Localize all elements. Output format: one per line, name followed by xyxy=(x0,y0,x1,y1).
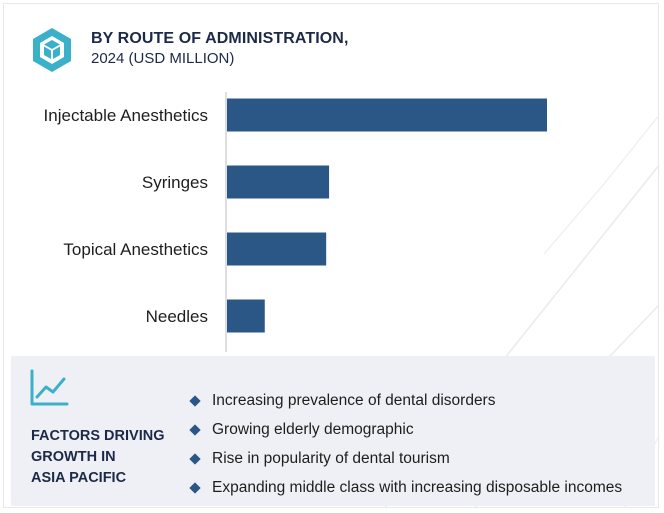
bar xyxy=(227,232,327,266)
category-label: Syringes xyxy=(142,173,208,192)
factors-panel: FACTORS DRIVING GROWTH IN ASIA PACIFIC I… xyxy=(11,356,655,506)
factor-text: Growing elderly demographic xyxy=(212,420,414,438)
factor-text: Rise in popularity of dental tourism xyxy=(212,449,450,467)
factor-text: Expanding middle class with increasing d… xyxy=(212,478,623,496)
factor-item: Growing elderly demographic xyxy=(189,415,622,444)
bar xyxy=(227,299,265,333)
infographic-card: BY ROUTE OF ADMINISTRATION, 2024 (USD MI… xyxy=(3,3,659,508)
factors-list: Increasing prevalence of dental disorder… xyxy=(189,386,622,502)
diamond-bullet-icon xyxy=(189,452,201,465)
category-label: Injectable Anesthetics xyxy=(44,106,208,125)
factors-title-line-2: GROWTH IN xyxy=(31,449,116,465)
category-label: Needles xyxy=(146,307,208,326)
factors-title: FACTORS DRIVING GROWTH IN ASIA PACIFIC xyxy=(31,426,191,489)
diamond-bullet-icon xyxy=(189,394,201,407)
title-line-1: BY ROUTE OF ADMINISTRATION, xyxy=(91,30,349,47)
factors-title-line-1: FACTORS DRIVING xyxy=(31,428,165,444)
trend-line-icon xyxy=(30,369,69,406)
bar-chart: Injectable Anesthetics Syringes Topical An… xyxy=(44,92,547,352)
diamond-bullet-icon xyxy=(189,423,201,436)
hexagon-cube-icon xyxy=(33,28,71,72)
category-label: Topical Anesthetics xyxy=(63,240,208,259)
factor-item: Expanding middle class with increasing d… xyxy=(189,473,622,502)
bar xyxy=(227,98,547,132)
factors-title-line-3: ASIA PACIFIC xyxy=(31,470,127,486)
bar xyxy=(227,165,330,199)
diamond-bullet-icon xyxy=(189,481,201,494)
title-line-2: 2024 (USD MILLION) xyxy=(91,50,235,67)
factor-text: Increasing prevalence of dental disorder… xyxy=(212,391,496,409)
chart-title: BY ROUTE OF ADMINISTRATION, 2024 (USD MI… xyxy=(91,29,349,69)
factor-item: Rise in popularity of dental tourism xyxy=(189,444,622,473)
factor-item: Increasing prevalence of dental disorder… xyxy=(189,386,622,415)
